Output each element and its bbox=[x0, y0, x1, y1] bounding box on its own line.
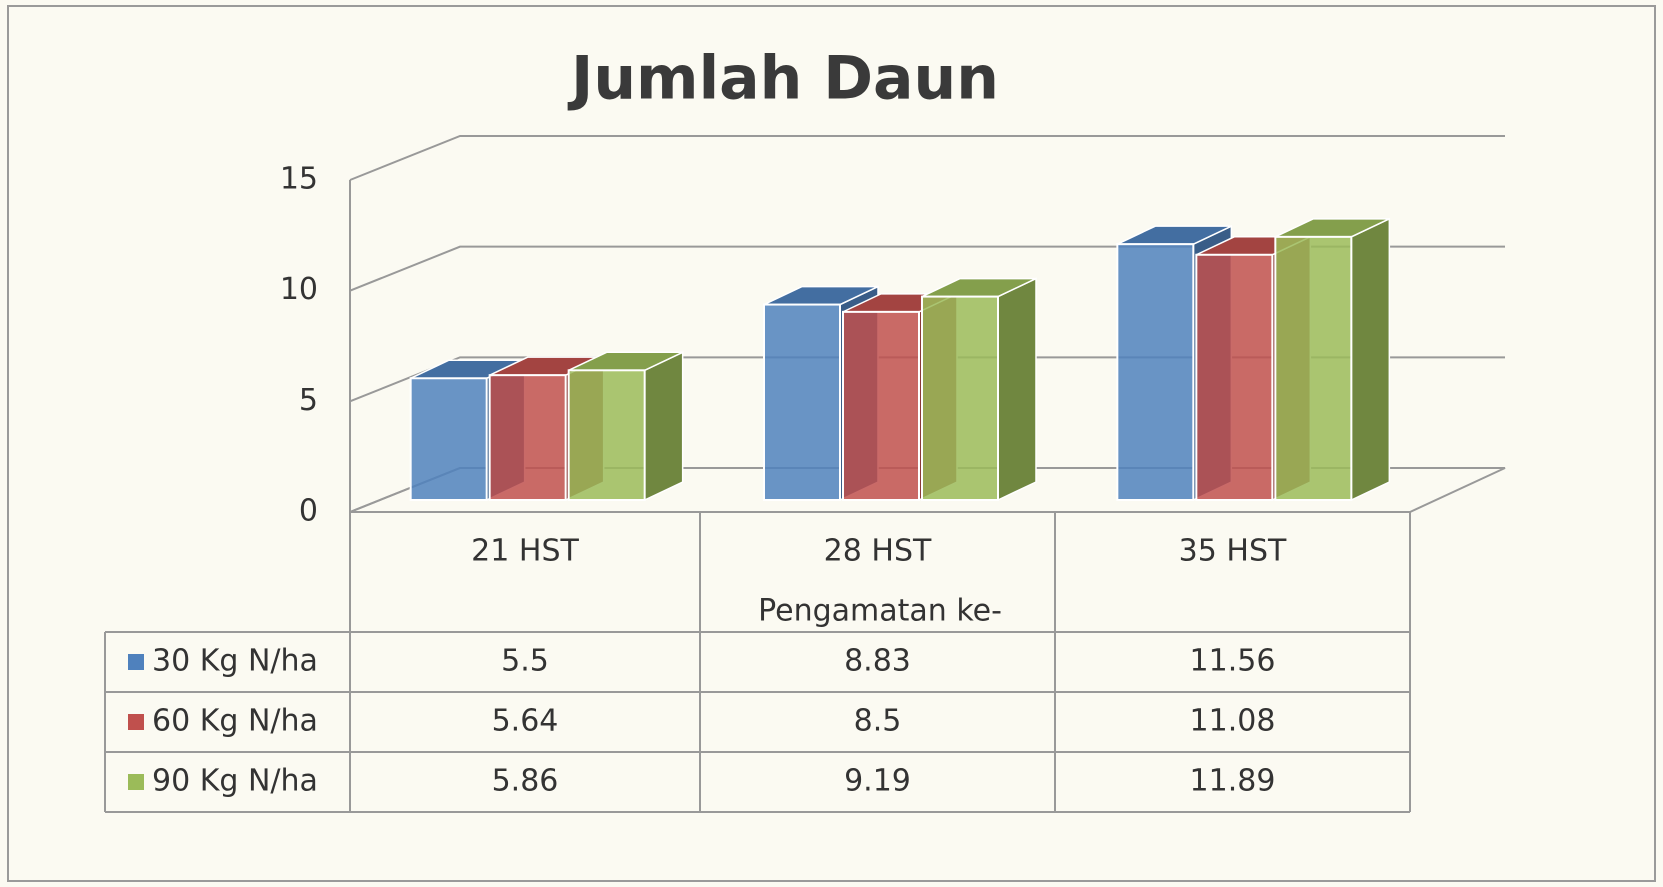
bar-side bbox=[997, 277, 1037, 502]
chart-title: Jumlah Daun bbox=[567, 44, 999, 114]
bar-front bbox=[488, 374, 567, 501]
x-axis-label: Pengamatan ke- bbox=[758, 594, 1002, 629]
legend-key bbox=[128, 654, 144, 670]
table-cell: 8.5 bbox=[854, 704, 902, 739]
legend-key bbox=[128, 774, 144, 790]
bar-side bbox=[1350, 217, 1391, 502]
table-cell: 11.89 bbox=[1190, 764, 1276, 799]
x-tick-label: 35 HST bbox=[1179, 534, 1287, 569]
legend-label: 30 Kg N/ha bbox=[152, 644, 318, 679]
bar bbox=[1274, 217, 1391, 502]
bar-side bbox=[643, 351, 684, 502]
bar-front bbox=[1116, 243, 1195, 501]
y-tick-label: 15 bbox=[280, 162, 318, 197]
bar-front bbox=[763, 303, 841, 501]
bar-front bbox=[842, 310, 920, 501]
bar bbox=[921, 277, 1037, 502]
table-cell: 9.19 bbox=[844, 764, 911, 799]
bar-front bbox=[567, 369, 646, 502]
table-cell: 5.64 bbox=[492, 704, 559, 739]
bar-front bbox=[1195, 253, 1274, 501]
table-cell: 8.83 bbox=[844, 644, 911, 679]
chart-border bbox=[7, 5, 1656, 882]
bar-front bbox=[409, 377, 488, 501]
x-tick-label: 21 HST bbox=[471, 534, 579, 569]
x-tick-label: 28 HST bbox=[824, 534, 932, 569]
bar-front bbox=[1274, 235, 1353, 502]
legend-label: 90 Kg N/ha bbox=[152, 764, 318, 799]
grid-line bbox=[349, 135, 1505, 181]
table-cell: 11.56 bbox=[1190, 644, 1276, 679]
bar bbox=[567, 351, 684, 502]
legend-label: 60 Kg N/ha bbox=[152, 704, 318, 739]
table-cell: 11.08 bbox=[1190, 704, 1276, 739]
y-tick-label: 0 bbox=[299, 494, 318, 529]
y-tick-label: 10 bbox=[280, 272, 318, 307]
legend-key bbox=[128, 714, 144, 730]
table-cell: 5.86 bbox=[492, 764, 559, 799]
y-tick-label: 5 bbox=[299, 383, 318, 418]
bar-front bbox=[921, 295, 999, 501]
table-cell: 5.5 bbox=[501, 644, 549, 679]
